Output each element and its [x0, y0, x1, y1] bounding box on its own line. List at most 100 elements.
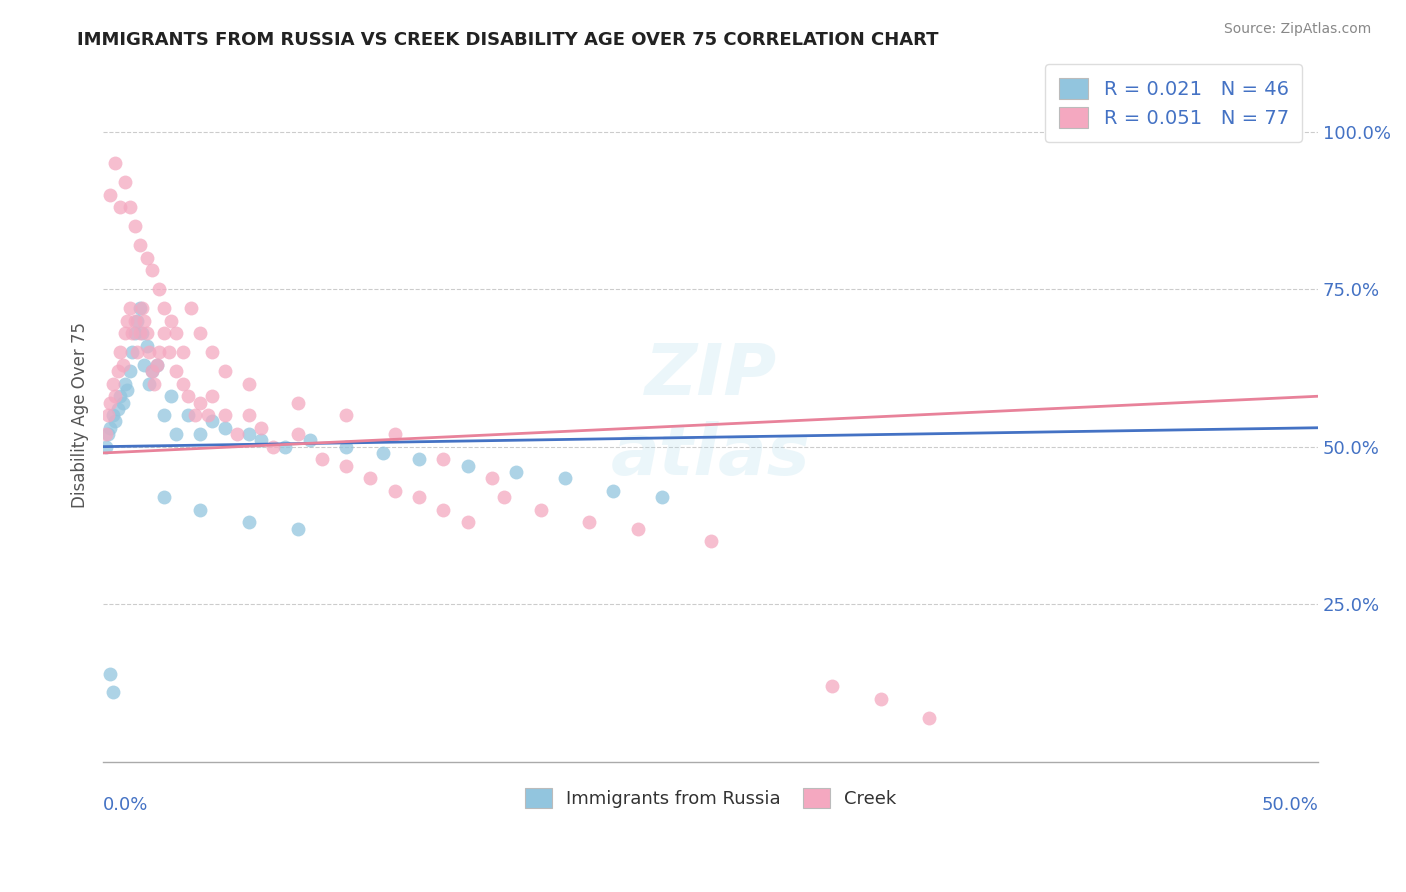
Point	[287, 395, 309, 409]
Point	[180, 301, 202, 315]
Point	[128, 326, 150, 341]
Point	[238, 408, 260, 422]
Point	[457, 516, 479, 530]
Point	[153, 490, 176, 504]
Point	[359, 471, 381, 485]
Point	[188, 395, 211, 409]
Point	[97, 427, 120, 442]
Point	[457, 458, 479, 473]
Point	[287, 522, 309, 536]
Point	[114, 326, 136, 341]
Point	[432, 502, 454, 516]
Point	[124, 219, 146, 233]
Point	[131, 326, 153, 341]
Point	[118, 200, 141, 214]
Point	[335, 440, 357, 454]
Point	[250, 434, 273, 448]
Point	[335, 408, 357, 422]
Point	[143, 376, 166, 391]
Point	[107, 401, 129, 416]
Point	[153, 408, 176, 422]
Point	[274, 440, 297, 454]
Point	[104, 414, 127, 428]
Point	[197, 408, 219, 422]
Point	[869, 691, 891, 706]
Point	[141, 364, 163, 378]
Point	[127, 313, 149, 327]
Point	[201, 414, 224, 428]
Point	[262, 440, 284, 454]
Point	[145, 358, 167, 372]
Point	[104, 156, 127, 170]
Point	[97, 408, 120, 422]
Point	[188, 427, 211, 442]
Point	[238, 427, 260, 442]
Point	[138, 345, 160, 359]
Point	[148, 282, 170, 296]
Point	[117, 383, 139, 397]
Point	[287, 427, 309, 442]
Point	[505, 465, 527, 479]
Point	[214, 421, 236, 435]
Point	[134, 313, 156, 327]
Point	[298, 434, 321, 448]
Point	[918, 711, 941, 725]
Point	[225, 427, 247, 442]
Point	[100, 666, 122, 681]
Point	[165, 427, 187, 442]
Text: 0.0%: 0.0%	[103, 797, 149, 814]
Point	[153, 301, 176, 315]
Point	[128, 238, 150, 252]
Point	[111, 395, 134, 409]
Text: ZIP
atlas: ZIP atlas	[610, 341, 810, 490]
Point	[201, 389, 224, 403]
Point	[529, 502, 551, 516]
Point	[114, 376, 136, 391]
Point	[188, 502, 211, 516]
Point	[214, 364, 236, 378]
Point	[384, 427, 406, 442]
Point	[627, 522, 650, 536]
Point	[117, 313, 139, 327]
Y-axis label: Disability Age Over 75: Disability Age Over 75	[72, 322, 89, 508]
Point	[100, 395, 122, 409]
Point	[108, 345, 131, 359]
Point	[699, 534, 721, 549]
Point	[160, 389, 183, 403]
Point	[141, 263, 163, 277]
Point	[371, 446, 394, 460]
Point	[100, 421, 122, 435]
Text: Source: ZipAtlas.com: Source: ZipAtlas.com	[1223, 22, 1371, 37]
Point	[821, 679, 844, 693]
Point	[111, 358, 134, 372]
Point	[104, 389, 127, 403]
Point	[408, 490, 430, 504]
Point	[172, 376, 194, 391]
Point	[100, 187, 122, 202]
Point	[124, 326, 146, 341]
Point	[184, 408, 207, 422]
Point	[311, 452, 333, 467]
Point	[157, 345, 180, 359]
Point	[135, 326, 157, 341]
Point	[124, 313, 146, 327]
Point	[177, 408, 200, 422]
Point	[135, 251, 157, 265]
Point	[432, 452, 454, 467]
Point	[384, 483, 406, 498]
Point	[128, 301, 150, 315]
Point	[177, 389, 200, 403]
Point	[188, 326, 211, 341]
Point	[494, 490, 516, 504]
Point	[101, 408, 124, 422]
Point	[214, 408, 236, 422]
Point	[335, 458, 357, 473]
Point	[94, 440, 117, 454]
Point	[121, 345, 143, 359]
Text: 50.0%: 50.0%	[1261, 797, 1319, 814]
Point	[165, 326, 187, 341]
Point	[238, 516, 260, 530]
Point	[101, 376, 124, 391]
Point	[94, 427, 117, 442]
Point	[121, 326, 143, 341]
